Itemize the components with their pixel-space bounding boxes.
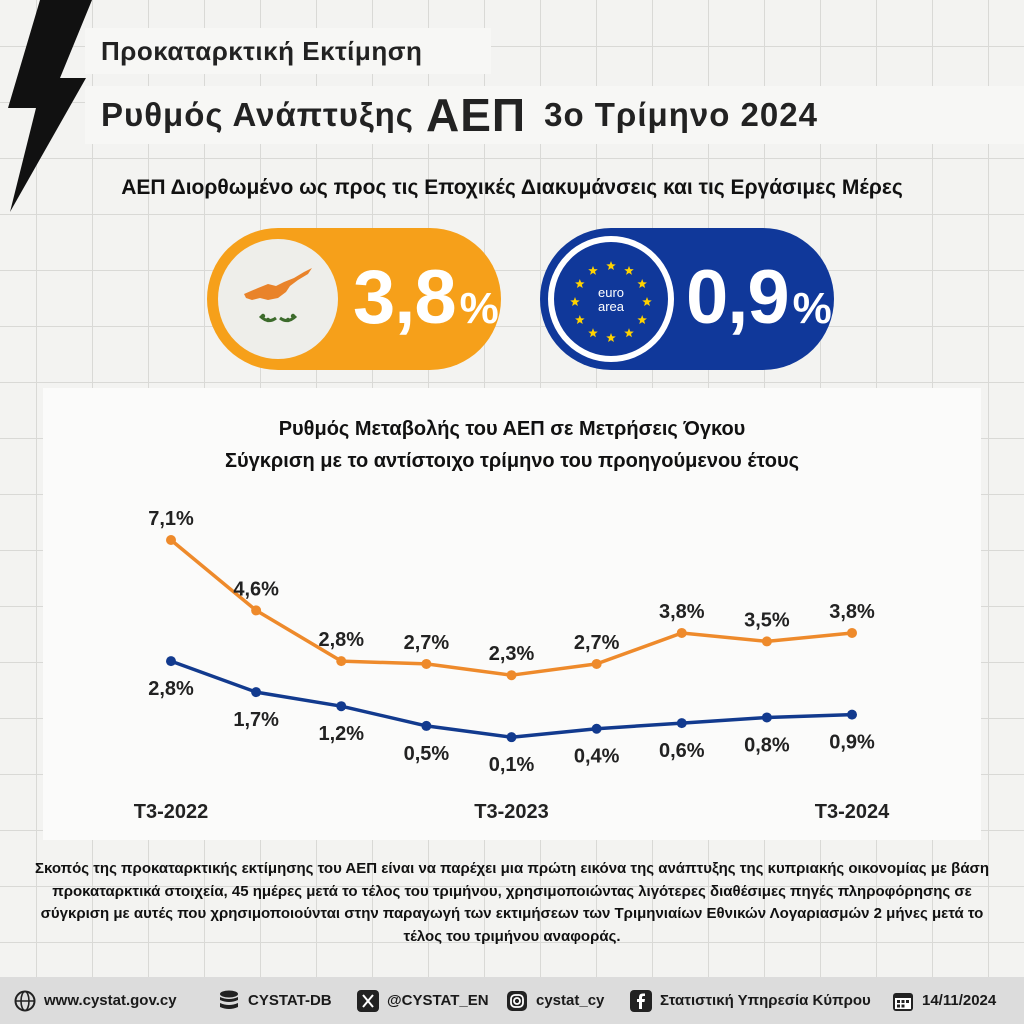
data-label-cyprus: 7,1%: [148, 508, 194, 530]
data-point-euro_area: [506, 732, 517, 743]
data-label-euro_area: 0,4%: [574, 746, 620, 768]
data-label-cyprus: 3,5%: [744, 609, 790, 631]
data-label-euro_area: 0,8%: [744, 734, 790, 756]
data-point-euro_area: [591, 723, 602, 734]
data-label-cyprus: 2,8%: [318, 629, 364, 651]
eu-star: [588, 328, 598, 338]
data-label-cyprus: 2,7%: [574, 632, 620, 654]
eu-star: [606, 333, 616, 343]
data-point-cyprus: [761, 636, 772, 647]
footer-date: 14/11/2024: [892, 990, 996, 1012]
data-point-cyprus: [336, 656, 347, 667]
header-title: Ρυθμός Ανάπτυξης ΑΕΠ 3ο Τρίμηνο 2024: [85, 86, 1024, 144]
globe-icon: [14, 990, 36, 1012]
data-label-cyprus: 4,6%: [233, 578, 279, 600]
data-label-euro_area: 0,5%: [404, 743, 450, 765]
data-label-euro_area: 1,2%: [318, 723, 364, 745]
data-point-cyprus: [847, 627, 857, 638]
kpi-cyprus: 3,8%: [207, 228, 501, 370]
eu-star: [637, 279, 647, 289]
data-point-cyprus: [251, 605, 262, 616]
data-point-euro_area: [761, 712, 772, 723]
svg-text:area: area: [598, 299, 625, 314]
data-point-euro_area: [166, 656, 176, 667]
eu-star: [588, 265, 598, 275]
data-point-cyprus: [166, 535, 176, 545]
x-tick-label: Τ3-2024: [815, 801, 890, 823]
line-chart: 7,1% 4,6% 2,8% 2,7% 2,3% 2,7% 3,8% 3,5% 3,8% 2,8%…: [134, 508, 890, 823]
chart-title: Ρυθμός Μεταβολής του ΑΕΠ σε Μετρήσεις Όγ…: [278, 418, 746, 440]
x-logo-icon: [357, 989, 379, 1012]
data-label-euro_area: 0,9%: [829, 732, 875, 754]
title-prefix: Ρυθμός Ανάπτυξης: [101, 96, 414, 133]
footer-instagram[interactable]: cystat_cy: [506, 990, 604, 1012]
eu-star: [570, 297, 580, 307]
data-label-cyprus: 3,8%: [829, 601, 875, 623]
data-label-cyprus: 2,7%: [404, 632, 450, 654]
facebook-icon: [630, 989, 652, 1012]
data-point-euro_area: [336, 701, 347, 712]
data-label-euro_area: 1,7%: [233, 709, 279, 731]
kpi-cyprus-value: 3,8%: [353, 255, 499, 340]
eu-star: [637, 315, 647, 325]
title-gdp: ΑΕΠ: [425, 89, 527, 141]
footer-website[interactable]: www.cystat.gov.cy: [14, 990, 177, 1012]
title-quarter: 3ο Τρίμηνο 2024: [544, 96, 818, 133]
data-point-euro_area: [676, 718, 687, 729]
data-label-cyprus: 2,3%: [489, 643, 535, 665]
description: Σκοπός της προκαταρκτικής εκτίμησης του …: [35, 860, 989, 945]
footer-facebook[interactable]: Στατιστική Υπηρεσία Κύπρου: [630, 989, 871, 1012]
kicker-text: Προκαταρκτική Εκτίμηση: [101, 35, 423, 66]
cyprus-flag-icon: [218, 239, 338, 359]
data-label-euro_area: 0,6%: [659, 740, 705, 762]
data-point-cyprus: [676, 627, 687, 638]
database-icon: [218, 990, 240, 1012]
data-label-euro_area: 0,1%: [489, 754, 535, 776]
eu-flag-icon: euro area: [548, 236, 674, 362]
chart-subtitle: Σύγκριση με το αντίστοιχο τρίμηνο του πρ…: [224, 450, 800, 472]
lightning-bolt-icon: [8, 0, 92, 212]
eu-star: [642, 297, 652, 307]
calendar-icon: [892, 990, 914, 1012]
data-point-cyprus: [506, 670, 517, 681]
eu-star: [624, 328, 634, 338]
eu-star: [575, 315, 585, 325]
kpi-euro-area: euro area 0,9%: [540, 228, 834, 370]
header-kicker: Προκαταρκτική Εκτίμηση: [85, 28, 491, 74]
footer-x[interactable]: @CYSTAT_EN: [357, 989, 489, 1012]
footer-db[interactable]: CYSTAT-DB: [218, 990, 332, 1012]
data-point-cyprus: [591, 658, 602, 669]
subtitle: ΑΕΠ Διορθωμένο ως προς τις Εποχικές Διακ…: [121, 176, 903, 199]
kpi-euro-area-value: 0,9%: [686, 255, 832, 340]
data-label-euro_area: 2,8%: [148, 678, 194, 700]
x-tick-label: Τ3-2023: [474, 801, 549, 823]
data-point-euro_area: [421, 720, 432, 731]
footer: www.cystat.gov.cy CYSTAT-DB @CYSTAT_EN c…: [0, 977, 1024, 1024]
instagram-icon: [506, 990, 528, 1012]
data-label-cyprus: 3,8%: [659, 601, 705, 623]
eu-star: [624, 265, 634, 275]
eu-star: [606, 261, 616, 271]
data-point-euro_area: [251, 687, 262, 698]
x-tick-label: Τ3-2022: [134, 801, 209, 823]
eu-star: [575, 279, 585, 289]
data-point-cyprus: [421, 658, 432, 669]
data-point-euro_area: [847, 709, 857, 720]
svg-text:euro: euro: [598, 285, 624, 300]
chart-panel: Ρυθμός Μεταβολής του ΑΕΠ σε Μετρήσεις Όγ…: [43, 388, 981, 840]
